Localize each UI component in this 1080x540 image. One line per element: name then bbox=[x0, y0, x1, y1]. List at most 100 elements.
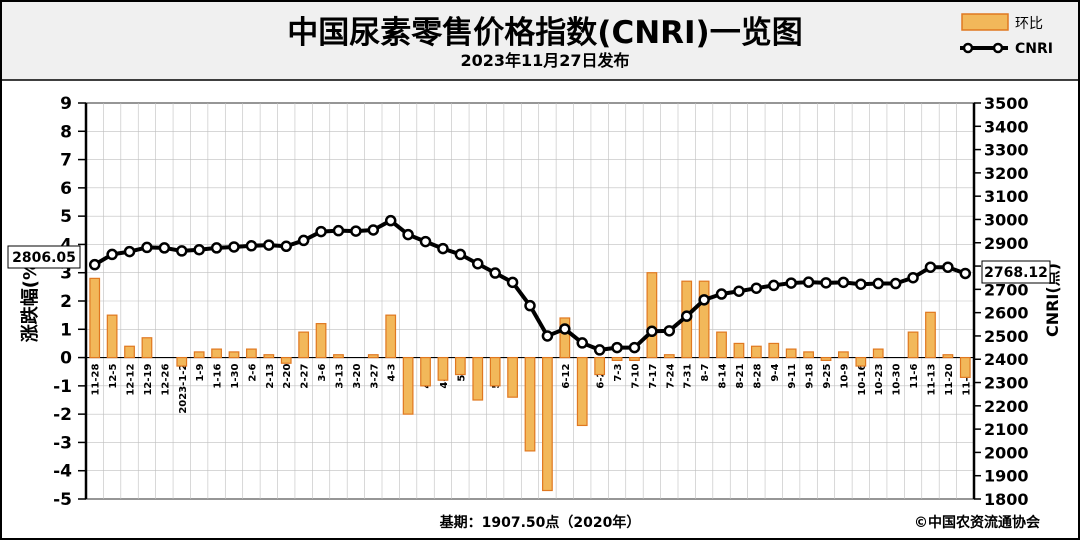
line-point bbox=[315, 225, 327, 238]
bar bbox=[280, 356, 292, 364]
line-point bbox=[715, 288, 728, 300]
x-tick-label: 6-26 bbox=[596, 364, 607, 389]
right-axis-tick-label: 2000 bbox=[984, 443, 1029, 462]
x-tick-label: 7-3 bbox=[613, 364, 624, 382]
bar bbox=[472, 356, 484, 401]
base-period-note: 基期：1907.50点（2020年） bbox=[440, 514, 641, 531]
right-axis-tick-label: 2500 bbox=[984, 327, 1029, 346]
bar bbox=[385, 314, 397, 359]
line-point bbox=[750, 282, 763, 294]
bar bbox=[785, 348, 797, 359]
bar bbox=[559, 317, 571, 359]
x-tick-label: 9-18 bbox=[805, 364, 816, 389]
x-tick-label: 3-6 bbox=[317, 364, 328, 382]
x-tick-label: 11-27 bbox=[961, 364, 972, 396]
line-point bbox=[646, 325, 658, 338]
x-tick-label: 8-21 bbox=[735, 364, 746, 389]
right-axis-tick-label: 2700 bbox=[984, 280, 1029, 299]
x-tick-label: 2-6 bbox=[247, 364, 258, 382]
left-axis-tick-label: -5 bbox=[53, 490, 72, 510]
bar bbox=[193, 351, 205, 359]
left-axis-tick-label: 3 bbox=[60, 264, 72, 284]
last-value-callout-box bbox=[981, 260, 1051, 284]
line-point bbox=[141, 241, 153, 254]
line-point bbox=[193, 244, 205, 256]
bar bbox=[594, 356, 606, 376]
x-tick-label: 12-26 bbox=[160, 364, 171, 396]
right-axis-tick-label: 1900 bbox=[984, 467, 1029, 486]
bar bbox=[750, 345, 762, 359]
x-tick-label: 8-7 bbox=[700, 364, 711, 382]
left-axis-tick-label: 6 bbox=[60, 179, 72, 199]
bar bbox=[576, 356, 588, 427]
bar bbox=[333, 354, 344, 359]
x-tick-label: 2-13 bbox=[265, 364, 276, 389]
copyright-credit: ©中国农资流通协会 bbox=[914, 514, 1041, 531]
line-point bbox=[88, 258, 101, 271]
x-tick-label: 7-24 bbox=[665, 364, 676, 389]
line-point bbox=[437, 242, 449, 255]
x-tick-label: 12-5 bbox=[108, 364, 119, 389]
line-point bbox=[332, 224, 345, 237]
line-point bbox=[872, 277, 884, 290]
line-point bbox=[454, 248, 467, 261]
x-tick-label: 8-14 bbox=[718, 364, 729, 389]
line-point bbox=[228, 241, 240, 253]
line-point bbox=[472, 257, 484, 270]
bar bbox=[298, 331, 310, 359]
x-tick-label: 6-12 bbox=[561, 364, 572, 389]
x-tick-label: 2023-1-2 bbox=[178, 364, 189, 414]
line-point bbox=[802, 276, 815, 288]
line-point bbox=[611, 341, 623, 354]
x-tick-label: 9-25 bbox=[822, 364, 833, 389]
bar bbox=[820, 356, 832, 362]
x-tick-label: 11-13 bbox=[926, 364, 937, 396]
bar bbox=[803, 351, 814, 359]
x-tick-label: 3-27 bbox=[369, 364, 380, 389]
x-tick-label: 3-20 bbox=[352, 364, 363, 389]
line-point bbox=[907, 271, 919, 284]
bar bbox=[542, 356, 553, 492]
line-point bbox=[820, 277, 832, 289]
bar bbox=[663, 354, 675, 359]
bar bbox=[367, 354, 379, 359]
left-axis-tick-label: 8 bbox=[60, 122, 72, 142]
line-point bbox=[559, 323, 571, 335]
x-tick-label: 2-20 bbox=[282, 364, 293, 389]
last-value-callout: 2768.12 bbox=[981, 260, 1051, 284]
line-point bbox=[106, 248, 118, 261]
legend-bar-label: 环比 bbox=[1015, 16, 1043, 32]
right-axis-tick-label: 2600 bbox=[984, 304, 1029, 323]
line-point bbox=[158, 242, 171, 254]
bar bbox=[942, 354, 954, 359]
right-axis-tick-label: 2200 bbox=[984, 397, 1029, 416]
bar bbox=[646, 272, 658, 359]
bar bbox=[246, 348, 257, 359]
bar bbox=[959, 356, 971, 378]
line-point bbox=[489, 267, 501, 279]
line-point bbox=[419, 235, 432, 248]
x-tick-label: 11-20 bbox=[944, 364, 955, 396]
line-point bbox=[593, 344, 606, 356]
x-tick-label: 7-17 bbox=[648, 364, 659, 389]
bar bbox=[733, 342, 745, 359]
first-value-callout: 2806.05 bbox=[7, 245, 81, 269]
bar bbox=[89, 277, 101, 359]
x-tick-label: 3-13 bbox=[334, 364, 345, 389]
left-axis-tick-label: -1 bbox=[53, 377, 72, 397]
line-point bbox=[245, 240, 258, 252]
legend-line-marker bbox=[962, 42, 974, 54]
line-point bbox=[942, 261, 954, 273]
bar bbox=[420, 356, 431, 387]
bar bbox=[768, 342, 780, 359]
right-axis-tick-label: 1800 bbox=[984, 490, 1029, 509]
legend: 环比 CNRI bbox=[960, 13, 1053, 57]
bar bbox=[838, 351, 849, 359]
bar bbox=[106, 314, 118, 359]
x-tick-label: 9-4 bbox=[770, 364, 781, 382]
right-axis-tick-label: 3100 bbox=[984, 187, 1029, 206]
bar bbox=[524, 356, 536, 452]
line-point bbox=[402, 228, 414, 241]
x-tick-label: 12-12 bbox=[126, 364, 137, 396]
